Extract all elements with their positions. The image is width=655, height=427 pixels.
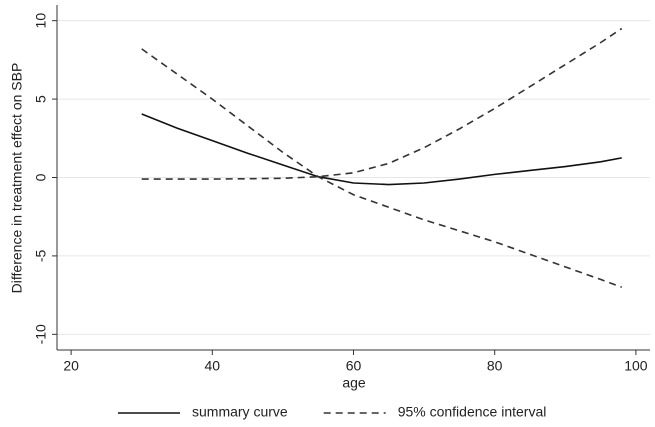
y-tick-label: 5 — [33, 95, 49, 103]
x-tick-label: 80 — [487, 358, 503, 374]
series-line — [141, 27, 623, 180]
y-tick-label: -10 — [33, 324, 49, 344]
legend-label: summary curve — [192, 404, 288, 420]
x-tick-label: 60 — [346, 358, 362, 374]
legend-label: 95% confidence interval — [398, 404, 547, 420]
x-axis-label: age — [342, 375, 366, 391]
x-tick-label: 100 — [624, 358, 648, 374]
x-tick-label: 40 — [205, 358, 221, 374]
y-tick-label: -5 — [33, 249, 49, 262]
series-line — [141, 48, 623, 289]
y-tick-label: 10 — [33, 13, 49, 29]
y-tick-label: 0 — [33, 173, 49, 181]
y-axis-label: Difference in treatment effect on SBP — [9, 63, 25, 294]
x-tick-label: 20 — [63, 358, 79, 374]
series-line — [141, 113, 622, 186]
